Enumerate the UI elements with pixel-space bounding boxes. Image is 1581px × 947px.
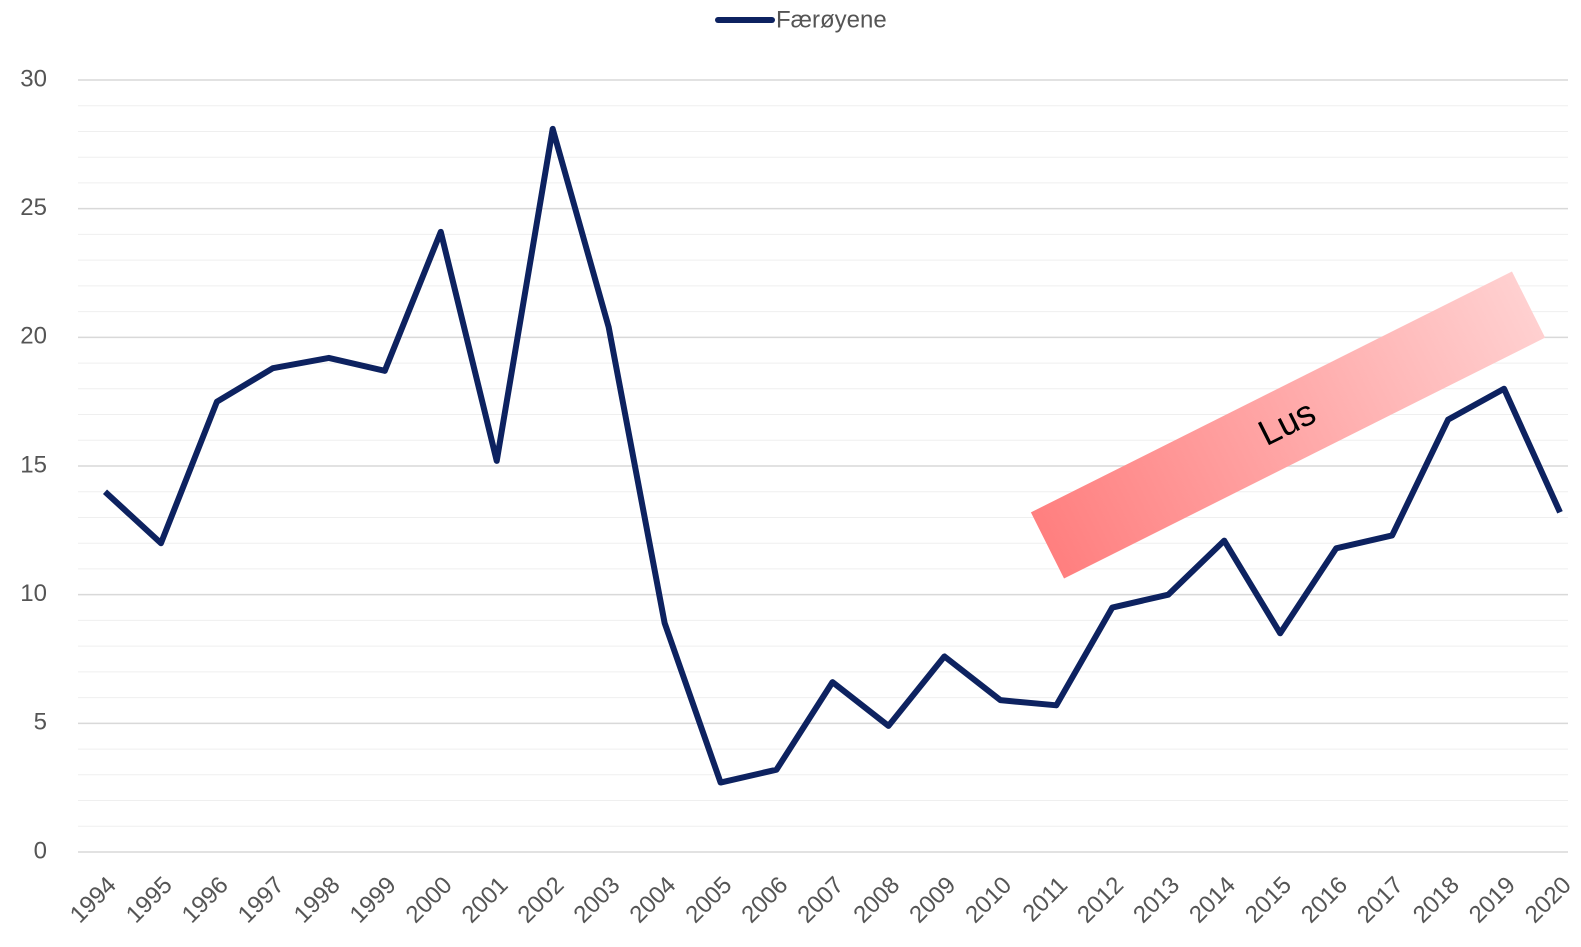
line [102,125,1563,786]
x-tick-label: 2007 [792,872,849,929]
x-tick-label: 2002 [513,872,570,929]
x-tick-label: 1994 [65,872,122,929]
x-tick-label: 2014 [1184,872,1241,929]
legend-label: Færøyene [776,6,887,33]
y-tick-label: 25 [20,194,47,221]
x-tick-label: 2004 [624,872,681,929]
y-tick-label: 20 [20,323,47,350]
annotation: Lus [1030,271,1546,579]
y-tick-label: 0 [34,837,47,864]
x-tick-label: 2018 [1408,872,1465,929]
x-tick-label: 2006 [736,872,793,929]
x-tick-label: 2015 [1240,872,1297,929]
x-tick-label: 2003 [569,872,626,929]
x-tick-label: 2009 [904,872,961,929]
annotation-band [1030,271,1546,579]
x-tick-label: 2011 [1017,872,1073,928]
grid [78,79,1568,853]
x-tick-label: 1998 [289,872,346,929]
y-tick-label: 15 [20,451,47,478]
x-tick-label: 2017 [1352,872,1409,929]
x-tick-label: 2019 [1464,872,1521,929]
x-tick-label: 1999 [345,872,402,929]
x-tick-label: 2008 [848,872,905,929]
x-tick-label: 2012 [1072,872,1129,929]
x-tick-label: 2000 [401,872,458,929]
y-tick-label: 5 [34,709,47,736]
x-tick-label: 1997 [233,872,290,929]
x-tick-label: 2020 [1520,872,1577,929]
x-tick-label: 2001 [457,872,514,929]
x-tick-label: 1996 [177,872,234,929]
y-tick-label: 30 [20,65,47,92]
x-tick-label: 2016 [1296,872,1353,929]
x-tick-label: 2013 [1128,872,1185,929]
x-tick-label: 2005 [680,872,737,929]
x-tick-label: 2010 [960,872,1017,929]
y-tick-label: 10 [20,580,47,607]
x-tick-label: 1995 [121,872,178,929]
